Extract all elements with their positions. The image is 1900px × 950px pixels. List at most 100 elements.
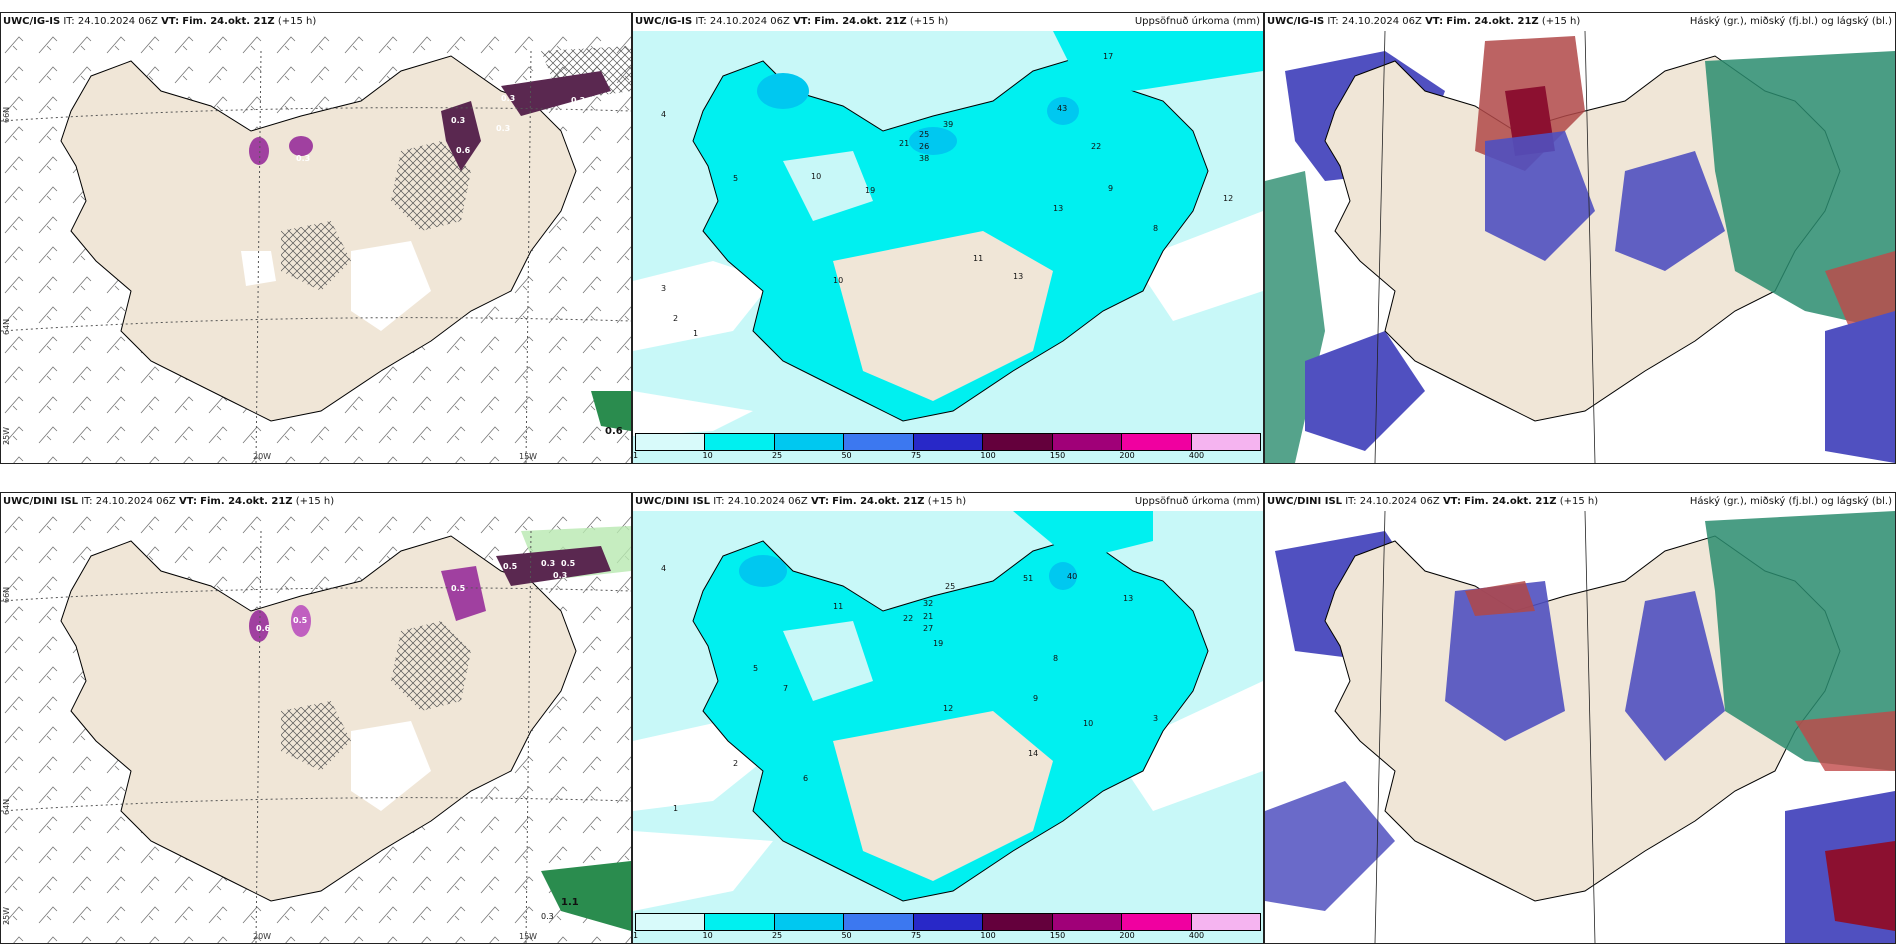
lon-label-15w: 15W [519, 932, 537, 941]
colorbar-box [1122, 434, 1192, 450]
wind-value: 0.3 [571, 96, 585, 105]
precip-value: 25 [919, 130, 929, 139]
colorbar-tick: 50 [841, 931, 852, 940]
precip-value: 19 [865, 186, 875, 195]
colorbar-tick: 400 [1188, 931, 1205, 940]
panel-header: UWC/DINI ISL IT: 24.10.2024 06Z VT: Fim.… [1, 493, 631, 511]
lat-label-25w: 25W [2, 907, 11, 925]
colorbar-tick: 1 [633, 451, 639, 460]
valid-time-label: VT: [161, 16, 180, 27]
colorbar-ticks: 1 10 25 50 75 100 150 200 400 [633, 931, 1261, 941]
precip-value: 3 [661, 284, 666, 293]
colorbar-tick: 150 [1049, 451, 1066, 460]
initial-time: IT: 24.10.2024 06Z [713, 496, 808, 507]
wind-value: 0.5 [561, 104, 576, 113]
panel-header: UWC/IG-IS IT: 24.10.2024 06Z VT: Fim. 24… [1, 13, 631, 31]
colorbar-tick: 100 [980, 931, 996, 940]
panel-header: UWC/DINI ISL IT: 24.10.2024 06Z VT: Fim.… [1265, 493, 1895, 511]
precip-value: 1 [693, 329, 698, 338]
panel-wind-igis: UWC/IG-IS IT: 24.10.2024 06Z VT: Fim. 24… [0, 12, 632, 464]
model-name: UWC/DINI ISL [3, 496, 79, 507]
precip-value: 8 [1153, 224, 1158, 233]
colorbar-box [774, 434, 845, 450]
valid-time: Fim. 24.okt. 21Z [1464, 496, 1557, 507]
precip-value: 11 [973, 254, 983, 263]
precip-map-svg: 17 43 39 21 25 26 38 22 12 13 19 10 11 1… [633, 31, 1263, 463]
precip-value: 4 [661, 110, 666, 119]
precip-map: 17 43 39 21 25 26 38 22 12 13 19 10 11 1… [633, 31, 1263, 463]
lat-label-25w: 25W [2, 427, 11, 445]
precip-value: 1 [673, 804, 678, 813]
precip-value: 9 [1108, 184, 1113, 193]
panel-header: UWC/IG-IS IT: 24.10.2024 06Z VT: Fim. 24… [1265, 13, 1895, 31]
colorbar-box [1191, 434, 1260, 450]
wind-value: 0.3 [296, 154, 310, 163]
precip-value: 12 [943, 704, 953, 713]
wind-map: 0.5 0.5 0.6 0.5 0.3 0.5 0.3 1.1 0.3 20W … [1, 511, 631, 943]
lead-time: (+15 h) [927, 496, 967, 507]
panel-cloud-dini: UWC/DINI ISL IT: 24.10.2024 06Z VT: Fim.… [1264, 492, 1896, 944]
colorbar-box [913, 434, 984, 450]
wind-value: 0.6 [456, 146, 471, 155]
field-title: Háský (gr.), miðský (fj.bl.) og lágský (… [1689, 16, 1892, 27]
lead-time: (+15 h) [277, 16, 317, 27]
precip-value: 10 [1083, 719, 1093, 728]
wind-value: 0.3 [541, 912, 554, 921]
model-name: UWC/IG-IS [635, 16, 693, 27]
precip-value: 13 [1053, 204, 1063, 213]
colorbar-tick: 200 [1119, 931, 1135, 940]
precip-value: 17 [1103, 52, 1113, 61]
valid-time-label: VT: [793, 16, 812, 27]
colorbar-box [774, 914, 845, 930]
initial-time: IT: 24.10.2024 06Z [81, 496, 176, 507]
lead-time: (+15 h) [909, 16, 949, 27]
valid-time: Fim. 24.okt. 21Z [832, 496, 925, 507]
colorbar-box [636, 914, 706, 930]
precip-value: 21 [899, 139, 909, 148]
precip-value: 8 [1053, 654, 1058, 663]
wind-value: 0.5 [561, 559, 576, 568]
wind-value: 0.5 [503, 562, 518, 571]
precip-value: 5 [753, 664, 758, 673]
precip-value: 11 [833, 602, 843, 611]
precip-value: 51 [1023, 574, 1033, 583]
precip-map-svg: 40 51 32 25 22 21 27 19 14 13 12 11 10 9… [633, 511, 1263, 943]
precip-value: 22 [903, 614, 913, 623]
precip-value: 25 [945, 582, 955, 591]
precip-value: 7 [783, 684, 788, 693]
wind-value: 0.6 [605, 426, 623, 437]
wind-value: 0.6 [256, 624, 271, 633]
initial-time: IT: 24.10.2024 06Z [1345, 496, 1440, 507]
precip-value: 2 [673, 314, 678, 323]
model-name: UWC/DINI ISL [1267, 496, 1343, 507]
precip-value: 12 [1223, 194, 1233, 203]
cloud-map [1265, 31, 1895, 463]
colorbar-tick: 1 [633, 931, 639, 940]
initial-time: IT: 24.10.2024 06Z [695, 16, 790, 27]
wind-value: 0.5 [451, 584, 466, 593]
precip-value: 13 [1123, 594, 1133, 603]
colorbar-tick: 150 [1049, 931, 1066, 940]
colorbar-box [844, 434, 914, 450]
colorbar-tick: 75 [910, 931, 922, 940]
precip-value: 22 [1091, 142, 1101, 151]
colorbar-tick: 50 [841, 451, 852, 460]
wind-value: 0.3 [541, 559, 555, 568]
colorbar-box [1052, 914, 1123, 930]
precip-value: 40 [1067, 572, 1077, 581]
panel-wind-dini: UWC/DINI ISL IT: 24.10.2024 06Z VT: Fim.… [0, 492, 632, 944]
precip-value: 27 [923, 624, 933, 633]
field-title: Uppsöfnuð úrkoma (mm) [1134, 16, 1260, 27]
colorbar-tick: 400 [1188, 451, 1205, 460]
valid-time-label: VT: [178, 496, 197, 507]
precip-value: 6 [803, 774, 808, 783]
panel-cloud-igis: UWC/IG-IS IT: 24.10.2024 06Z VT: Fim. 24… [1264, 12, 1896, 464]
precip-value: 14 [1028, 749, 1038, 758]
precip-colorbar: 1 10 25 50 75 100 150 200 400 [633, 433, 1261, 460]
colorbar-tick: 200 [1119, 451, 1135, 460]
colorbar-tick: 75 [910, 451, 922, 460]
lat-label-66n: 66N [2, 107, 11, 123]
lat-label-64n: 64N [2, 799, 11, 815]
valid-time-label: VT: [810, 496, 829, 507]
valid-time-label: VT: [1442, 496, 1461, 507]
